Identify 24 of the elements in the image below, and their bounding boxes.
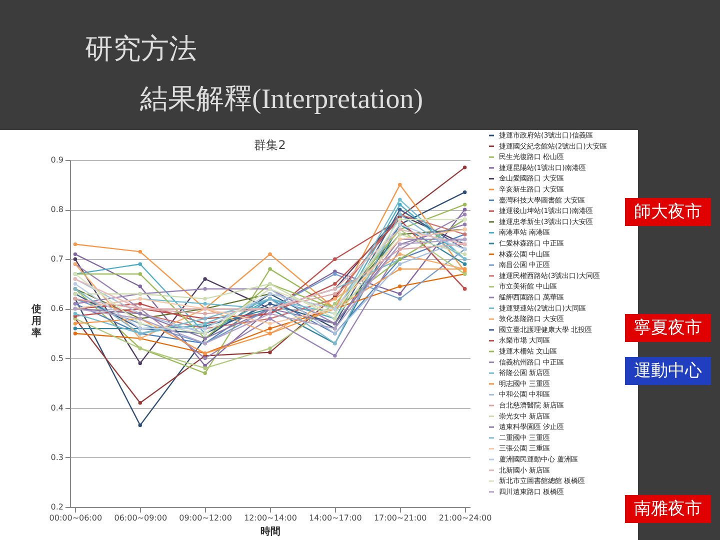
- y-axis-title: 使用率: [30, 303, 42, 339]
- text: 寧夏夜市: [634, 318, 702, 338]
- x-axis-title: 時間: [260, 526, 280, 538]
- x-tick-label: 12:00~14:00: [244, 514, 297, 522]
- x-tick-label: 14:00~17:00: [309, 514, 362, 522]
- y-tick-label: 0.6: [50, 304, 64, 314]
- x-tick-label: 17:00~21:00: [374, 514, 427, 522]
- chart-title: 群集2: [254, 138, 286, 152]
- x-tick-label: 00:00~06:00: [49, 514, 102, 522]
- y-tick-label: 0.4: [50, 403, 64, 412]
- y-tick-label: 0.2: [50, 502, 64, 512]
- text: 師大夜市: [634, 202, 702, 222]
- text: 運動中心: [634, 361, 702, 381]
- y-tick-label: 0.7: [50, 254, 64, 264]
- x-tick-label: 06:00~09:00: [114, 514, 168, 522]
- text: 結果解釋(Interpretation): [139, 84, 424, 115]
- x-tick-label: 09:00~12:00: [179, 514, 232, 522]
- text: 南雅夜市: [634, 499, 702, 519]
- y-tick-label: 0.3: [50, 452, 64, 462]
- x-tick-label: 21:00~24:00: [438, 514, 492, 522]
- y-tick-label: 0.9: [50, 156, 64, 164]
- y-tick-label: 0.5: [50, 354, 64, 363]
- text: 研究方法: [85, 34, 197, 65]
- y-tick-label: 0.8: [50, 205, 64, 214]
